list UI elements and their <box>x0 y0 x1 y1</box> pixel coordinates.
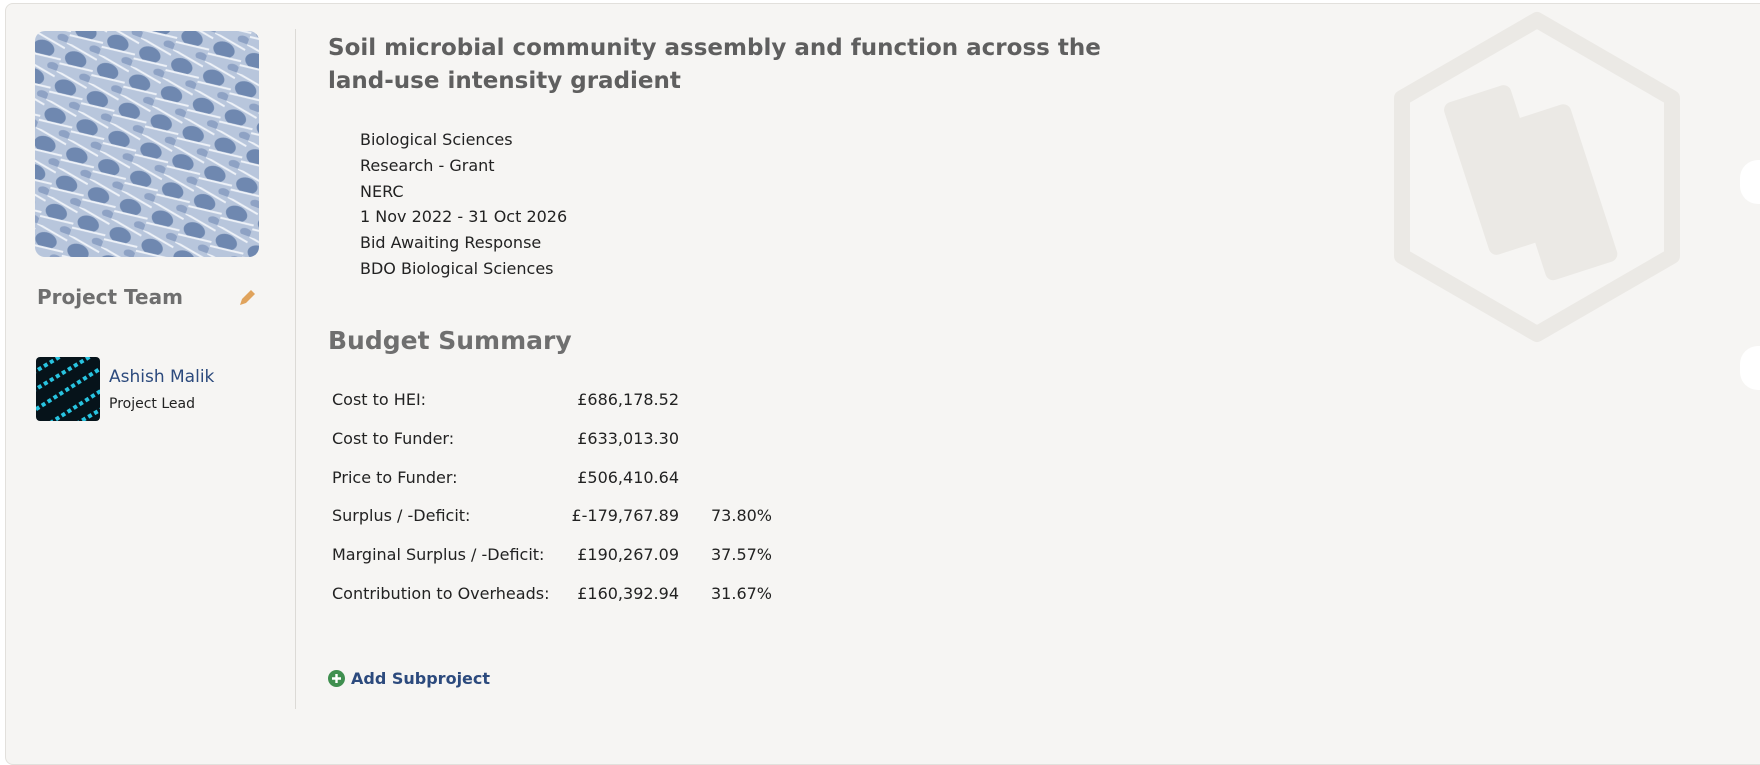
page: Project Team Ashish Malik Project Lead S… <box>0 0 1760 692</box>
budget-value: £190,267.09 <box>577 545 679 564</box>
budget-percent: 37.57% <box>711 545 772 564</box>
budget-value: £633,013.30 <box>577 429 679 448</box>
edit-button[interactable] <box>236 287 258 309</box>
detail-line: 1 Nov 2022 - 31 Oct 2026 <box>360 204 567 230</box>
section-title: Budget Summary <box>328 326 572 355</box>
add-label[interactable]: Add Subproject <box>351 669 490 688</box>
budget-label: Marginal Surplus / -Deficit: <box>332 545 544 564</box>
detail-line: NERC <box>360 179 567 205</box>
watermark <box>1380 10 1760 410</box>
divider <box>295 29 296 709</box>
detail-line: BDO Biological Sciences <box>360 256 567 282</box>
budget-label: Cost to HEI: <box>332 390 426 409</box>
add-icon <box>328 670 345 687</box>
budget-value: £506,410.64 <box>577 468 679 487</box>
budget-value: £686,178.52 <box>577 390 679 409</box>
budget-label: Contribution to Overheads: <box>332 584 549 603</box>
budget-label: Surplus / -Deficit: <box>332 506 470 525</box>
budget-label: Price to Funder: <box>332 468 458 487</box>
detail-line: Research - Grant <box>360 153 567 179</box>
member-role: Project Lead <box>109 396 195 412</box>
project-image <box>35 31 259 257</box>
detail-line: Biological Sciences <box>360 127 567 153</box>
budget-label: Cost to Funder: <box>332 429 454 448</box>
budget-percent: 73.80% <box>711 506 772 525</box>
budget-percent: 31.67% <box>711 584 772 603</box>
section-title: Project Team <box>37 285 183 309</box>
avatar <box>36 357 100 421</box>
project-title: Soil microbial community assembly and fu… <box>328 32 1158 98</box>
detail-line: Bid Awaiting Response <box>360 230 567 256</box>
member-name[interactable]: Ashish Malik <box>109 367 214 387</box>
budget-value: £-179,767.89 <box>571 506 679 525</box>
budget-value: £160,392.94 <box>577 584 679 603</box>
add-subproject-button[interactable]: Add Subproject <box>328 669 490 688</box>
